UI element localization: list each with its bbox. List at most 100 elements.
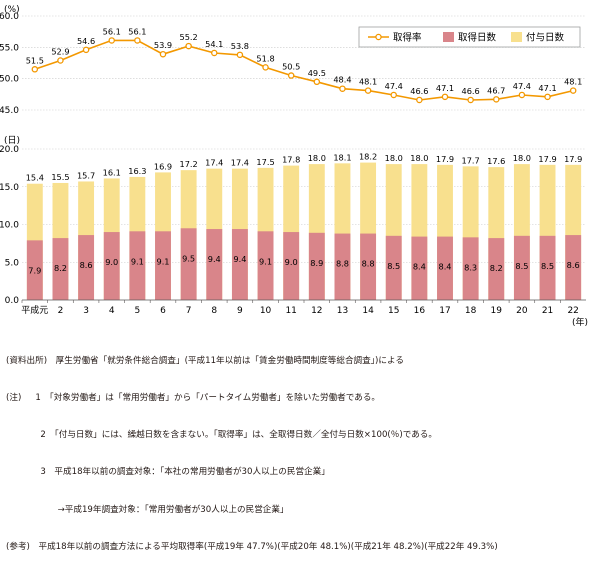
x-tick-label: 18 bbox=[465, 306, 477, 316]
bar-taken-days bbox=[155, 231, 171, 300]
x-tick-label: 10 bbox=[260, 306, 272, 316]
bar-granted-label: 17.8 bbox=[282, 155, 300, 165]
bar-taken-label: 9.1 bbox=[156, 256, 169, 266]
rate-label: 47.1 bbox=[436, 83, 454, 93]
bar-taken-label: 8.2 bbox=[490, 263, 503, 273]
bar-granted-label: 18.0 bbox=[308, 153, 326, 163]
bar-y-tick-label: 0.0 bbox=[5, 296, 20, 306]
rate-label: 48.1 bbox=[359, 77, 377, 87]
x-tick-label: 2 bbox=[58, 306, 64, 316]
bar-y-tick-label: 20.0 bbox=[0, 145, 19, 155]
bar-taken-days bbox=[334, 233, 351, 300]
rate-point bbox=[211, 49, 218, 57]
bar-taken-label: 8.8 bbox=[362, 259, 375, 269]
bar-taken-days bbox=[257, 231, 274, 300]
rate-point bbox=[569, 87, 577, 94]
bar-granted-label: 17.2 bbox=[180, 159, 198, 169]
note-3: 3 平成18年以前の調査対象：「本社の常用労働者が30人以上の民営企業」 bbox=[6, 467, 330, 478]
bar-y-tick-label: 5.0 bbox=[5, 258, 20, 268]
x-tick-label: 17 bbox=[439, 306, 450, 316]
bar-taken-label: 9.0 bbox=[105, 257, 118, 267]
x-tick-label: 4 bbox=[109, 306, 115, 316]
bar-taken-days bbox=[385, 235, 402, 300]
x-tick-label: 12 bbox=[311, 306, 322, 316]
rate-point bbox=[31, 66, 39, 73]
bar-taken-label: 8.9 bbox=[310, 258, 323, 268]
note-1: (注) 1 「対象労働者」は「常用労働者」から「パートタイム労働者」を除いた労働… bbox=[6, 393, 381, 404]
line-y-tick-label: 45.0 bbox=[0, 106, 19, 116]
rate-label: 56.1 bbox=[103, 26, 121, 36]
bar-granted-label: 18.0 bbox=[385, 153, 403, 163]
x-tick-label: 19 bbox=[491, 306, 503, 316]
x-tick-label: 20 bbox=[516, 306, 528, 316]
bar-y-tick-label: 15.0 bbox=[0, 183, 19, 193]
rate-point bbox=[108, 37, 115, 44]
bar-taken-label: 8.2 bbox=[54, 263, 67, 273]
bar-taken-days bbox=[206, 229, 223, 300]
bar-taken-label: 8.4 bbox=[413, 262, 426, 272]
rate-label: 51.5 bbox=[26, 55, 44, 65]
bar-granted-label: 16.1 bbox=[103, 167, 121, 177]
bar-taken-label: 9.4 bbox=[208, 254, 221, 264]
rate-label: 46.6 bbox=[410, 86, 428, 96]
line-y-tick-label: 50.0 bbox=[0, 75, 19, 85]
bar-taken-days bbox=[283, 232, 300, 300]
rate-label: 50.5 bbox=[282, 62, 300, 72]
bar-data-labels: 15.4 7.9 15.5 8.2 15.7 8.6 16.1 9.0 16.3 9.1 16.9 9… bbox=[26, 152, 583, 276]
line-chart-y-axis: 60.0 55.0 50.0 45.0 bbox=[0, 12, 19, 116]
x-tick-label: 6 bbox=[160, 306, 166, 316]
bar-taken-days bbox=[129, 231, 146, 300]
bar-granted-label: 17.5 bbox=[256, 157, 274, 167]
bar-granted-label: 18.0 bbox=[513, 153, 531, 163]
bar-granted-label: 18.1 bbox=[333, 152, 351, 162]
line-y-axis-label: (%) bbox=[4, 5, 20, 15]
rate-label: 48.1 bbox=[564, 77, 582, 87]
rate-label: 55.2 bbox=[180, 32, 198, 42]
x-tick-label: 5 bbox=[134, 306, 140, 316]
rate-point bbox=[518, 91, 526, 99]
bar-taken-label: 8.8 bbox=[336, 259, 349, 269]
x-tick-label: 22 bbox=[567, 306, 578, 316]
rate-label: 49.5 bbox=[308, 68, 326, 78]
rate-label: 54.1 bbox=[205, 39, 223, 49]
rate-point bbox=[544, 93, 551, 101]
bar-taken-label: 8.6 bbox=[80, 260, 93, 270]
bar-granted-label: 17.4 bbox=[231, 158, 249, 168]
rate-label: 47.4 bbox=[513, 81, 531, 91]
bar-granted-label: 16.3 bbox=[128, 166, 146, 176]
rate-point bbox=[493, 96, 500, 103]
rate-point bbox=[390, 91, 397, 99]
bar-taken-label: 8.5 bbox=[387, 261, 400, 271]
bar-granted-label: 17.6 bbox=[487, 156, 505, 166]
rate-point bbox=[82, 46, 90, 54]
x-tick-label: 14 bbox=[362, 306, 374, 316]
bar-taken-label: 7.9 bbox=[28, 265, 41, 275]
x-axis: 平成元 2 3 4 5 6 7 8 9 10 11 12 13 14 15 16 17 18 19 20 21 22 bbox=[21, 299, 586, 316]
bar-y-tick-label: 10.0 bbox=[0, 221, 19, 231]
bar-granted-label: 15.7 bbox=[77, 170, 95, 180]
line-series bbox=[31, 37, 577, 104]
rate-label: 48.4 bbox=[333, 75, 351, 85]
bar-granted-label: 17.4 bbox=[205, 158, 223, 168]
bar-taken-days bbox=[180, 228, 197, 300]
rate-line bbox=[34, 39, 574, 101]
bar-y-axis-label: (日) bbox=[4, 135, 20, 146]
rate-label: 53.8 bbox=[231, 41, 249, 51]
x-tick-label: 21 bbox=[542, 306, 553, 316]
bar-taken-label: 8.4 bbox=[438, 262, 451, 272]
bar-granted-label: 15.5 bbox=[51, 172, 69, 182]
rate-point bbox=[134, 37, 141, 44]
x-tick-label: 16 bbox=[414, 306, 426, 316]
rate-point bbox=[57, 57, 64, 64]
bar-taken-days bbox=[437, 236, 453, 300]
bar-taken-days bbox=[539, 235, 556, 300]
rate-point bbox=[262, 64, 269, 71]
bar-taken-label: 8.5 bbox=[541, 261, 554, 271]
bar-granted-label: 17.9 bbox=[436, 154, 454, 164]
rate-point bbox=[313, 78, 321, 86]
legend: 取得率 取得日数 付与日数 bbox=[358, 26, 581, 48]
rate-point bbox=[287, 72, 295, 79]
bar-taken-label: 8.5 bbox=[515, 261, 528, 271]
bar-granted-label: 18.0 bbox=[410, 153, 428, 163]
x-tick-label: 8 bbox=[211, 306, 217, 316]
